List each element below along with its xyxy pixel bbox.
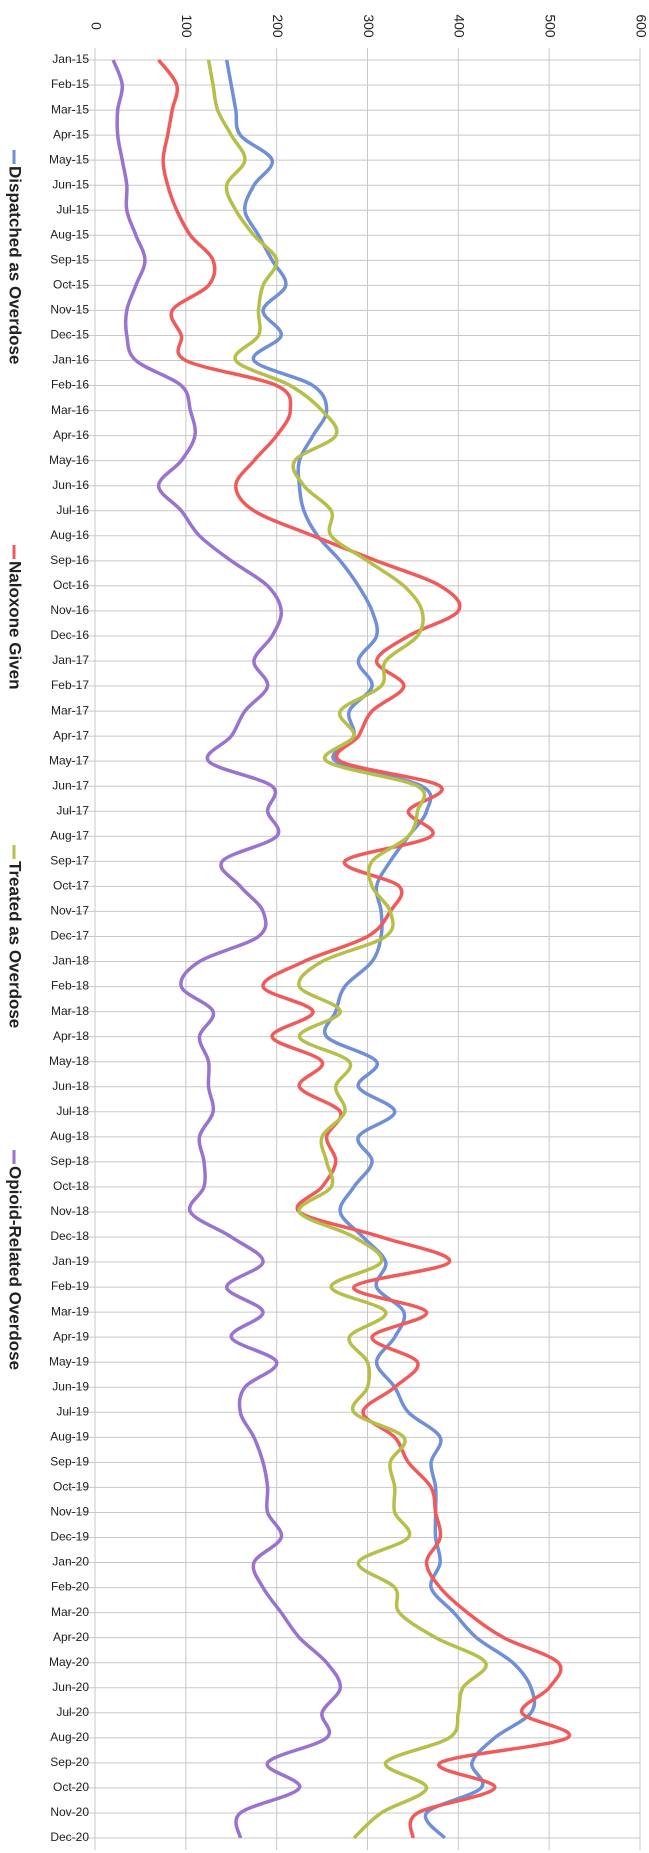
x-tick-label: Oct-15 — [53, 278, 89, 292]
x-tick-label: Apr-15 — [53, 127, 89, 141]
x-tick-label: Oct-18 — [53, 1179, 89, 1193]
x-tick-label: Feb-17 — [51, 678, 89, 692]
x-tick-label: Jul-19 — [56, 1404, 89, 1418]
legend-item: Opioid-Related Overdose — [6, 1150, 25, 1370]
x-tick-label: May-15 — [49, 152, 89, 166]
series-line — [111, 59, 343, 1839]
legend-item: Treated as Overdose — [6, 845, 25, 1028]
x-tick-label: Jul-17 — [56, 803, 89, 817]
x-tick-label: Jul-20 — [56, 1705, 89, 1719]
x-tick-label: Jun-15 — [52, 177, 89, 191]
y-tick-label: 100 — [179, 14, 195, 38]
x-tick-label: Nov-15 — [50, 303, 89, 317]
x-tick-label: Jan-20 — [52, 1555, 89, 1569]
x-tick-label: Feb-20 — [51, 1580, 89, 1594]
x-tick-label: Mar-20 — [51, 1605, 89, 1619]
y-tick-label: 600 — [633, 14, 649, 38]
x-tick-label: Jan-16 — [52, 353, 89, 367]
x-tick-label: Sep-19 — [50, 1455, 89, 1469]
x-tick-label: Jun-17 — [52, 778, 89, 792]
series-line — [206, 59, 488, 1840]
legend-item: Dispatched as Overdose — [6, 150, 25, 364]
y-tick-label: 300 — [361, 14, 377, 38]
x-tick-label: Feb-19 — [51, 1279, 89, 1293]
x-tick-label: Mar-15 — [51, 102, 89, 116]
x-tick-label: Oct-16 — [53, 578, 89, 592]
x-tick-label: Sep-20 — [50, 1755, 89, 1769]
x-tick-label: Jul-18 — [56, 1104, 89, 1118]
x-tick-label: Nov-20 — [50, 1805, 89, 1819]
x-tick-label: Feb-18 — [51, 979, 89, 993]
x-tick-label: Aug-18 — [50, 1129, 89, 1143]
legend-label: Naloxone Given — [6, 561, 25, 689]
x-tick-label: Apr-17 — [53, 728, 89, 742]
x-tick-label: Nov-18 — [50, 1204, 89, 1218]
x-tick-label: Nov-16 — [50, 603, 89, 617]
legend-label: Dispatched as Overdose — [6, 166, 25, 364]
x-tick-label: Apr-19 — [53, 1329, 89, 1343]
x-tick-label: Apr-20 — [53, 1630, 89, 1644]
x-tick-label: Jan-15 — [52, 52, 89, 66]
x-tick-label: Aug-16 — [50, 528, 89, 542]
y-tick-label: 500 — [542, 14, 558, 38]
x-tick-label: May-19 — [49, 1354, 89, 1368]
x-tick-label: Oct-19 — [53, 1480, 89, 1494]
x-tick-label: May-18 — [49, 1054, 89, 1068]
legend-item: Naloxone Given — [6, 545, 25, 689]
x-tick-label: Aug-20 — [50, 1730, 89, 1744]
x-tick-label: Dec-20 — [50, 1830, 89, 1844]
x-tick-label: Nov-19 — [50, 1505, 89, 1519]
x-tick-label: Jul-15 — [56, 202, 89, 216]
legend-label: Opioid-Related Overdose — [6, 1166, 25, 1370]
x-tick-label: Dec-16 — [50, 628, 89, 642]
x-tick-label: Oct-17 — [53, 879, 89, 893]
x-tick-label: Feb-15 — [51, 77, 89, 91]
x-tick-label: May-16 — [49, 453, 89, 467]
y-tick-label: 200 — [270, 14, 286, 38]
x-tick-label: Mar-18 — [51, 1004, 89, 1018]
x-tick-label: May-17 — [49, 753, 89, 767]
x-tick-label: May-20 — [49, 1655, 89, 1669]
x-tick-label: Mar-16 — [51, 403, 89, 417]
x-tick-label: Jun-19 — [52, 1379, 89, 1393]
x-tick-label: Jun-20 — [52, 1680, 89, 1694]
x-tick-label: Jan-17 — [52, 653, 89, 667]
x-tick-label: Dec-18 — [50, 1229, 89, 1243]
x-tick-label: Mar-17 — [51, 703, 89, 717]
x-tick-label: Oct-20 — [53, 1780, 89, 1794]
x-tick-label: Aug-15 — [50, 227, 89, 241]
x-tick-label: Apr-16 — [53, 428, 89, 442]
x-tick-label: Jan-19 — [52, 1254, 89, 1268]
x-tick-label: Aug-17 — [50, 828, 89, 842]
x-tick-label: Jan-18 — [52, 954, 89, 968]
x-tick-label: Dec-15 — [50, 328, 89, 342]
x-tick-label: Sep-16 — [50, 553, 89, 567]
x-tick-label: Dec-19 — [50, 1530, 89, 1544]
x-tick-label: Sep-17 — [50, 854, 89, 868]
series-line — [157, 58, 572, 1839]
x-tick-label: Sep-15 — [50, 253, 89, 267]
x-tick-label: Apr-18 — [53, 1029, 89, 1043]
x-tick-label: Jul-16 — [56, 503, 89, 517]
y-tick-label: 400 — [452, 14, 468, 38]
legend-label: Treated as Overdose — [6, 861, 25, 1028]
x-tick-label: Jun-18 — [52, 1079, 89, 1093]
x-tick-label: Nov-17 — [50, 904, 89, 918]
x-tick-label: Sep-18 — [50, 1154, 89, 1168]
x-tick-label: Aug-19 — [50, 1429, 89, 1443]
x-tick-label: Jun-16 — [52, 478, 89, 492]
y-tick-label: 0 — [88, 22, 104, 30]
x-tick-label: Feb-16 — [51, 378, 89, 392]
x-tick-label: Dec-17 — [50, 929, 89, 943]
x-tick-label: Mar-19 — [51, 1304, 89, 1318]
series-line — [224, 59, 537, 1840]
